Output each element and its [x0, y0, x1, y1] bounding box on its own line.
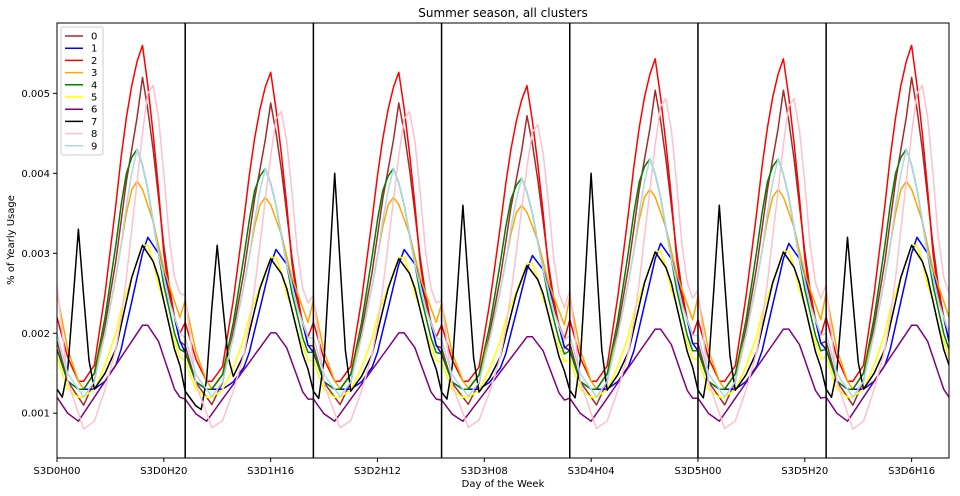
legend-label-2: 2 — [91, 56, 97, 67]
legend-frame — [60, 26, 104, 156]
y-tick-label: 0.005 — [21, 89, 50, 100]
plot-lines — [57, 44, 949, 430]
series-line-6 — [57, 324, 949, 422]
x-tick-label: S3D2H12 — [354, 466, 401, 477]
y-axis-label: % of Yearly Usage — [6, 195, 17, 285]
series-line-9 — [57, 148, 949, 398]
legend-label-8: 8 — [91, 129, 97, 140]
x-tick-label: S3D5H20 — [781, 466, 828, 477]
y-tick-label: 0.002 — [21, 329, 50, 340]
chart-title: Summer season, all clusters — [418, 6, 587, 20]
legend-label-3: 3 — [91, 68, 97, 79]
x-tick-label: S3D4H04 — [568, 466, 615, 477]
series-line-8 — [57, 84, 949, 430]
legend-label-7: 7 — [91, 117, 97, 128]
x-axis: S3D0H00 S3D0H20 S3D1H16 S3D2H12 S3D3H08 S3D4H… — [33, 458, 935, 477]
x-tick-label: S3D6H16 — [888, 466, 935, 477]
y-tick-label: 0.001 — [21, 409, 50, 420]
x-tick-label: S3D5H00 — [674, 466, 721, 477]
legend-label-6: 6 — [91, 105, 97, 116]
plot-frame — [56, 22, 950, 459]
legend-label-9: 9 — [91, 141, 97, 152]
legend-label-0: 0 — [91, 32, 97, 43]
legend-label-1: 1 — [91, 44, 97, 55]
x-tick-label: S3D0H20 — [140, 466, 187, 477]
legend-label-4: 4 — [91, 80, 97, 91]
y-tick-label: 0.003 — [21, 249, 50, 260]
y-tick-label: 0.004 — [21, 169, 50, 180]
x-tick-label: S3D0H00 — [33, 466, 80, 477]
x-tick-label: S3D3H08 — [461, 466, 508, 477]
x-tick-label: S3D1H16 — [247, 466, 294, 477]
legend-label-5: 5 — [91, 93, 97, 104]
series-line-5 — [57, 244, 949, 398]
y-axis: 0.001 0.002 0.003 0.004 0.005 — [21, 89, 57, 420]
x-axis-label: Day of the Week — [462, 479, 545, 490]
day-boundary-lines — [184, 23, 827, 458]
